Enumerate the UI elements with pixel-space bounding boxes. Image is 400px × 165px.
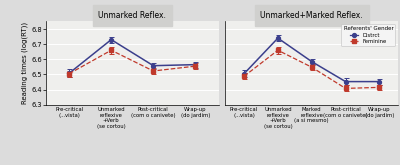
Title: Unmarked Reflex.: Unmarked Reflex. <box>98 11 166 20</box>
Title: Unmarked+Marked Reflex.: Unmarked+Marked Reflex. <box>260 11 363 20</box>
Y-axis label: Reading times (log(RT)): Reading times (log(RT)) <box>22 22 28 104</box>
Legend: Distrct, Feminine: Distrct, Feminine <box>341 24 395 46</box>
